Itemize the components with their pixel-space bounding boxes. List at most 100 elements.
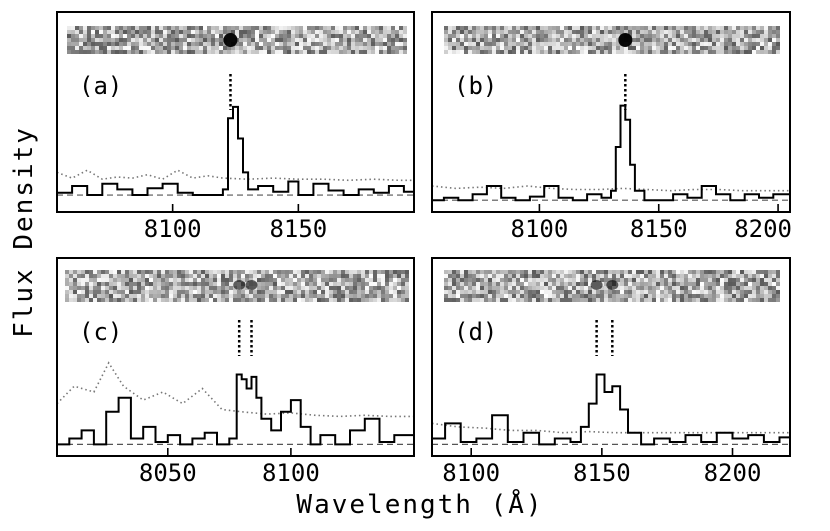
strip-pixel — [472, 50, 476, 54]
strip-pixel — [177, 286, 181, 290]
strip-pixel — [327, 26, 331, 30]
strip-pixel — [644, 274, 648, 278]
strip-pixel — [576, 274, 580, 278]
strip-pixel — [712, 38, 716, 42]
strip-pixel — [640, 274, 644, 278]
strip-pixel — [375, 38, 379, 42]
strip-pixel — [275, 26, 279, 30]
strip-pixel — [241, 278, 245, 282]
strip-pixel — [323, 26, 327, 30]
strip-pixel — [620, 46, 624, 50]
strip-pixel — [369, 298, 373, 302]
strip-pixel — [201, 298, 205, 302]
strip-pixel — [444, 286, 448, 290]
strip-pixel — [684, 46, 688, 50]
panel-label: (a) — [79, 72, 122, 100]
strip-pixel — [133, 290, 137, 294]
strip-pixel — [261, 282, 265, 286]
strip-pixel — [279, 34, 283, 38]
strip-pixel — [397, 290, 401, 294]
strip-pixel — [283, 30, 287, 34]
strip-pixel — [472, 42, 476, 46]
strip-pixel — [233, 270, 237, 274]
strip-pixel — [395, 26, 399, 30]
strip-pixel — [608, 290, 612, 294]
strip-pixel — [660, 298, 664, 302]
strip-pixel — [235, 46, 239, 50]
strip-pixel — [492, 274, 496, 278]
strip-pixel — [464, 282, 468, 286]
strip-pixel — [197, 270, 201, 274]
strip-pixel — [133, 274, 137, 278]
strip-pixel — [73, 282, 77, 286]
strip-pixel — [269, 294, 273, 298]
strip-pixel — [269, 282, 273, 286]
strip-pixel — [756, 38, 760, 42]
strip-pixel — [600, 294, 604, 298]
strip-pixel — [696, 42, 700, 46]
strip-pixel — [123, 50, 127, 54]
strip-pixel — [129, 282, 133, 286]
strip-pixel — [512, 38, 516, 42]
strip-pixel — [720, 50, 724, 54]
strip-pixel — [201, 278, 205, 282]
strip-pixel — [165, 294, 169, 298]
strip-pixel — [119, 26, 123, 30]
strip-pixel — [572, 286, 576, 290]
strip-pixel — [205, 294, 209, 298]
strip-pixel — [612, 42, 616, 46]
strip-pixel — [676, 46, 680, 50]
strip-pixel — [656, 298, 660, 302]
strip-pixel — [251, 26, 255, 30]
strip-pixel — [588, 270, 592, 274]
strip-pixel — [508, 298, 512, 302]
strip-pixel — [476, 294, 480, 298]
strip-pixel — [508, 286, 512, 290]
strip-pixel — [524, 270, 528, 274]
strip-pixel — [367, 50, 371, 54]
strip-pixel — [157, 270, 161, 274]
strip-pixel — [329, 290, 333, 294]
strip-pixel — [397, 274, 401, 278]
strip-pixel — [500, 282, 504, 286]
strip-pixel — [508, 38, 512, 42]
strip-pixel — [456, 270, 460, 274]
strip-pixel — [676, 290, 680, 294]
strip-pixel — [588, 38, 592, 42]
strip-pixel — [744, 278, 748, 282]
strip-pixel — [215, 50, 219, 54]
strip-pixel — [271, 46, 275, 50]
strip-pixel — [281, 274, 285, 278]
strip-pixel — [464, 294, 468, 298]
strip-pixel — [361, 286, 365, 290]
strip-pixel — [508, 46, 512, 50]
strip-pixel — [315, 38, 319, 42]
strip-pixel — [632, 286, 636, 290]
strip-pixel — [468, 50, 472, 54]
strip-pixel — [93, 278, 97, 282]
strip-pixel — [692, 274, 696, 278]
strip-pixel — [736, 270, 740, 274]
spectrum-2d-strip — [67, 26, 407, 54]
strip-pixel — [341, 298, 345, 302]
strip-pixel — [185, 270, 189, 274]
strip-pixel — [259, 34, 263, 38]
strip-pixel — [444, 42, 448, 46]
strip-pixel — [107, 46, 111, 50]
strip-pixel — [343, 26, 347, 30]
strip-pixel — [173, 294, 177, 298]
strip-pixel — [588, 290, 592, 294]
strip-pixel — [229, 282, 233, 286]
strip-pixel — [520, 278, 524, 282]
strip-pixel — [540, 42, 544, 46]
strip-pixel — [165, 274, 169, 278]
strip-pixel — [317, 282, 321, 286]
flux-spectrum-line — [57, 373, 415, 446]
strip-pixel — [468, 286, 472, 290]
strip-pixel — [277, 270, 281, 274]
strip-pixel — [67, 46, 71, 50]
strip-pixel — [257, 294, 261, 298]
strip-pixel — [385, 298, 389, 302]
strip-pixel — [512, 274, 516, 278]
strip-pixel — [387, 30, 391, 34]
